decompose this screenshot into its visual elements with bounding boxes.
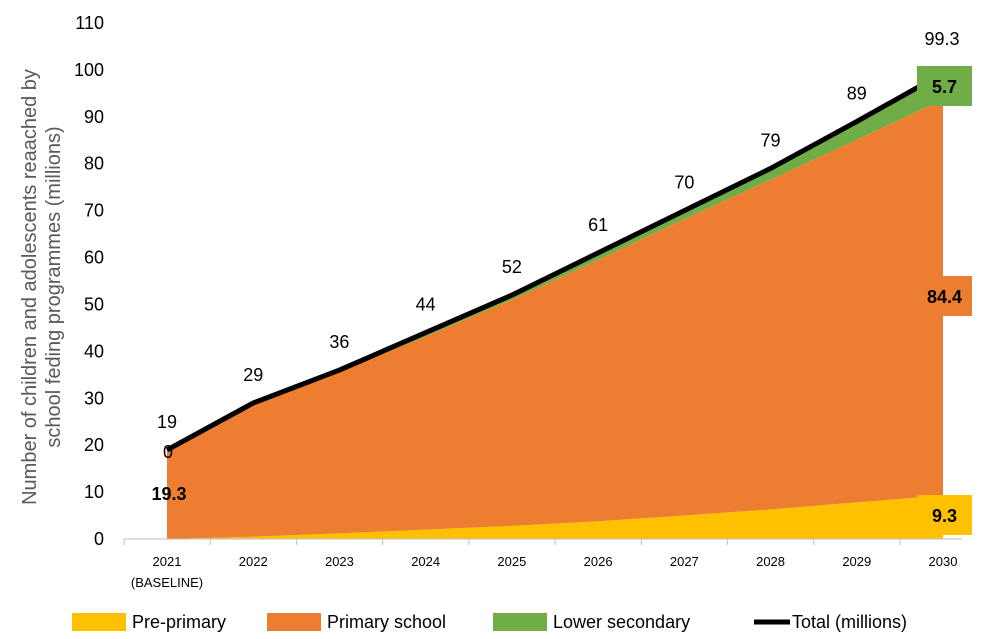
legend-label-total-millions: Total (millions) <box>792 612 907 632</box>
end-primary-school-box <box>917 276 972 316</box>
x-tick-label: 2029 <box>842 554 871 569</box>
y-tick-label: 50 <box>84 294 104 314</box>
end-lower-secondary-label: 5.7 <box>932 77 957 97</box>
legend-label-lower-secondary: Lower secondary <box>553 612 690 632</box>
y-tick-label: 80 <box>84 154 104 174</box>
y-tick-label: 70 <box>84 201 104 221</box>
y-tick-label: 20 <box>84 435 104 455</box>
legend-label-pre-primary: Pre-primary <box>132 612 226 632</box>
y-tick-label: 10 <box>84 482 104 502</box>
area-pre-primary <box>167 495 943 539</box>
total-value-label: 44 <box>416 295 436 315</box>
legend: Pre-primary Primary school Lower secondary… <box>72 612 907 632</box>
y-tick-label: 40 <box>84 341 104 361</box>
y-tick-label: 60 <box>84 248 104 268</box>
area-primary-school <box>167 99 943 539</box>
total-value-label: 61 <box>588 215 608 235</box>
start-primary-label: 19.3 <box>151 484 186 504</box>
y-tick-label: 110 <box>75 13 104 33</box>
x-tick-sublabel: (BASELINE) <box>131 575 203 590</box>
total-value-label: 70 <box>674 173 694 193</box>
y-tick-label: 30 <box>84 388 104 408</box>
x-tick-label: 2025 <box>497 554 526 569</box>
total-value-label: 52 <box>502 257 522 277</box>
end-primary-school-label: 84.4 <box>927 287 962 307</box>
y-axis-title-line2: school feding programmes (millions) <box>43 126 65 447</box>
legend-swatch-primary-school <box>267 613 321 631</box>
legend-swatch-lower-secondary <box>493 613 547 631</box>
y-axis-title: Number of children and adolescents reaac… <box>19 69 65 505</box>
total-value-label: 29 <box>243 365 263 385</box>
total-value-label: 89 <box>847 84 867 104</box>
end-lower-secondary-box <box>917 66 972 106</box>
total-line <box>165 71 945 453</box>
axes: 01020304050607080901001102021(BASELINE)2… <box>74 13 962 590</box>
x-tick-label: 2024 <box>411 554 440 569</box>
zero-label: 0 <box>163 442 173 462</box>
total-value-label: 79 <box>761 130 781 150</box>
total-value-label: 36 <box>329 332 349 352</box>
legend-swatch-pre-primary <box>72 613 126 631</box>
x-tick-label: 2027 <box>670 554 699 569</box>
data-labels: 19 29 36 44 52 61 70 79 89 99.3 0 19.3 5.7 84.4 9.3 <box>151 29 972 535</box>
legend-label-primary-school: Primary school <box>327 612 446 632</box>
end-pre-primary-label: 9.3 <box>932 506 957 526</box>
end-pre-primary-box <box>917 495 972 535</box>
y-tick-label: 90 <box>84 107 104 127</box>
y-axis-title-line1: Number of children and adolescents reaac… <box>19 69 41 505</box>
x-tick-label: 2026 <box>584 554 613 569</box>
y-tick-label: 0 <box>94 529 104 549</box>
x-tick-label: 2021 <box>153 554 182 569</box>
x-tick-label: 2028 <box>756 554 785 569</box>
x-tick-label: 2023 <box>325 554 354 569</box>
total-value-label: 19 <box>157 412 177 432</box>
y-tick-label: 100 <box>74 60 104 80</box>
area-layers <box>165 71 945 539</box>
x-tick-label: 2030 <box>929 554 958 569</box>
x-tick-label: 2022 <box>239 554 268 569</box>
total-value-label: 99.3 <box>924 29 959 49</box>
